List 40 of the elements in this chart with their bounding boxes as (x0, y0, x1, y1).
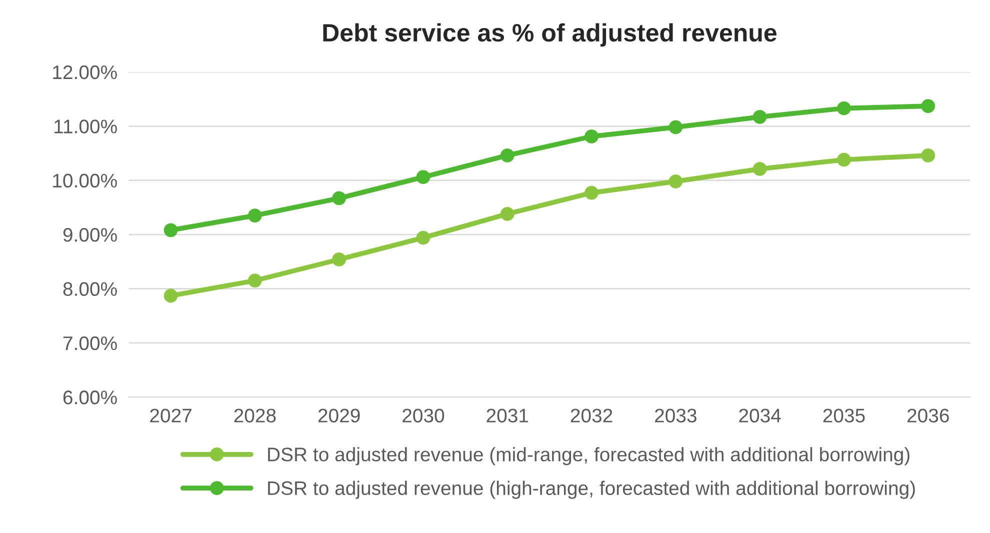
point (668, 174, 683, 188)
y-tick-label: 7.00% (63, 336, 117, 350)
point (668, 120, 683, 134)
point (416, 230, 430, 245)
point (921, 99, 936, 114)
point (416, 170, 430, 184)
point (584, 186, 598, 200)
point (584, 129, 598, 144)
x-tick-label: 2035 (823, 408, 865, 422)
point (752, 162, 767, 176)
x-tick-label: 2029 (318, 408, 360, 422)
point (248, 208, 262, 222)
point (332, 191, 346, 206)
point (164, 288, 178, 303)
point (248, 274, 262, 288)
x-tick-label: 2031 (486, 408, 528, 422)
legend-label: DSR to adjusted revenue (mid-range, forecasted with additional borrowing) (268, 447, 910, 466)
point (164, 223, 178, 238)
point (921, 148, 936, 162)
point (500, 148, 514, 162)
x-tick-label: 2036 (907, 408, 949, 422)
point (332, 252, 346, 266)
y-tick-label: 9.00% (63, 228, 117, 242)
y-tick-label: 11.00% (54, 120, 117, 134)
x-tick-label: 2034 (739, 408, 781, 422)
y-tick-label: 10.00% (53, 174, 117, 188)
x-tick-label: 2032 (570, 408, 612, 422)
legend-label: DSR to adjusted revenue (high-range, forecasted with additional borrowing) (268, 480, 915, 499)
x-tick-label: 2027 (150, 408, 192, 422)
point (837, 152, 851, 167)
point (500, 206, 514, 221)
point (752, 110, 767, 124)
point (837, 101, 851, 116)
x-tick-label: 2030 (402, 408, 444, 422)
x-tick-label: 2028 (234, 408, 276, 422)
y-tick-label: 8.00% (63, 282, 117, 296)
chart-title: Debt service as % of adjusted revenue (323, 23, 776, 47)
y-tick-label: 6.00% (63, 390, 117, 404)
y-tick-label: 12.00% (53, 65, 117, 80)
x-tick-label: 2033 (655, 408, 696, 422)
